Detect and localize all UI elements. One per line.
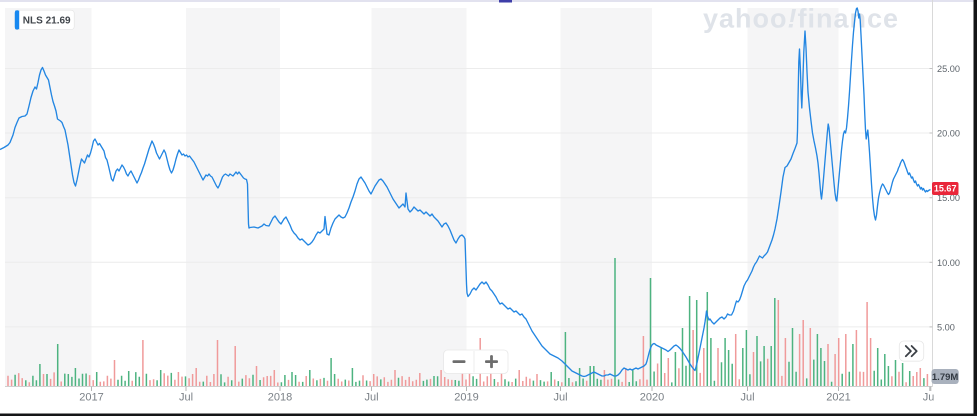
svg-text:2018: 2018 (268, 392, 292, 404)
svg-text:Jul: Jul (364, 392, 378, 404)
svg-text:Jul: Jul (553, 392, 567, 404)
svg-text:2021: 2021 (826, 392, 850, 404)
svg-text:15.00: 15.00 (937, 193, 960, 203)
svg-text:NLS 21.69: NLS 21.69 (23, 16, 71, 27)
svg-text:yahoo!finance: yahoo!finance (703, 4, 899, 34)
svg-text:1.79M: 1.79M (932, 372, 958, 383)
svg-text:Jul: Jul (923, 392, 937, 404)
svg-text:15.67: 15.67 (934, 184, 957, 194)
svg-text:2017: 2017 (79, 392, 103, 404)
svg-text:Jul: Jul (740, 392, 754, 404)
svg-text:10.00: 10.00 (937, 258, 960, 268)
svg-text:20.00: 20.00 (937, 129, 960, 139)
svg-text:25.00: 25.00 (937, 64, 960, 74)
svg-text:Jul: Jul (179, 392, 193, 404)
svg-text:2019: 2019 (454, 392, 478, 404)
svg-text:5.00: 5.00 (937, 322, 955, 332)
svg-text:2020: 2020 (640, 392, 664, 404)
